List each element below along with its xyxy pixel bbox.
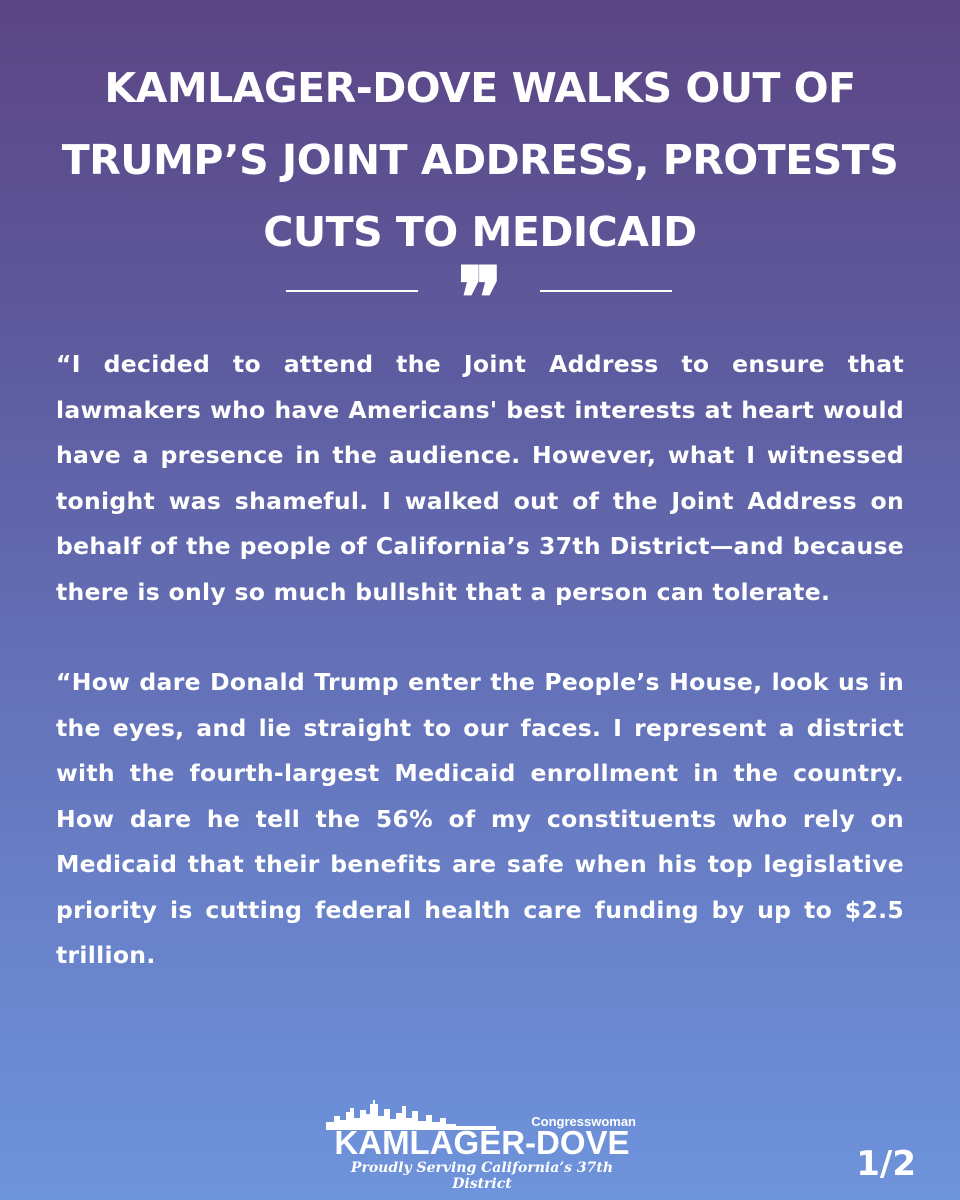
divider-line-left xyxy=(286,290,418,292)
logo-prefix: Congresswoman xyxy=(531,1114,636,1129)
statement-body: “I decided to attend the Joint Address t… xyxy=(56,342,904,1024)
quote-divider: ❞ xyxy=(0,256,960,340)
quote-mark-icon: ❞ xyxy=(457,248,503,347)
page-indicator: 1/2 xyxy=(856,1144,916,1184)
statement-paragraph: “How dare Donald Trump enter the People’… xyxy=(56,668,904,969)
statement-paragraph: “I decided to attend the Joint Address t… xyxy=(56,350,904,606)
logo-tagline: Proudly Serving California’s 37th Distri… xyxy=(350,1160,614,1192)
logo-name: KAMLAGER-DOVE xyxy=(334,1124,630,1161)
congresswoman-logo: Congresswoman KAMLAGER-DOVE Proudly Serv… xyxy=(322,1100,642,1192)
divider-line-right xyxy=(540,290,672,292)
city-skyline-icon xyxy=(326,1100,496,1130)
headline: KAMLAGER-DOVE WALKS OUT OF TRUMP’S JOINT… xyxy=(61,64,899,256)
